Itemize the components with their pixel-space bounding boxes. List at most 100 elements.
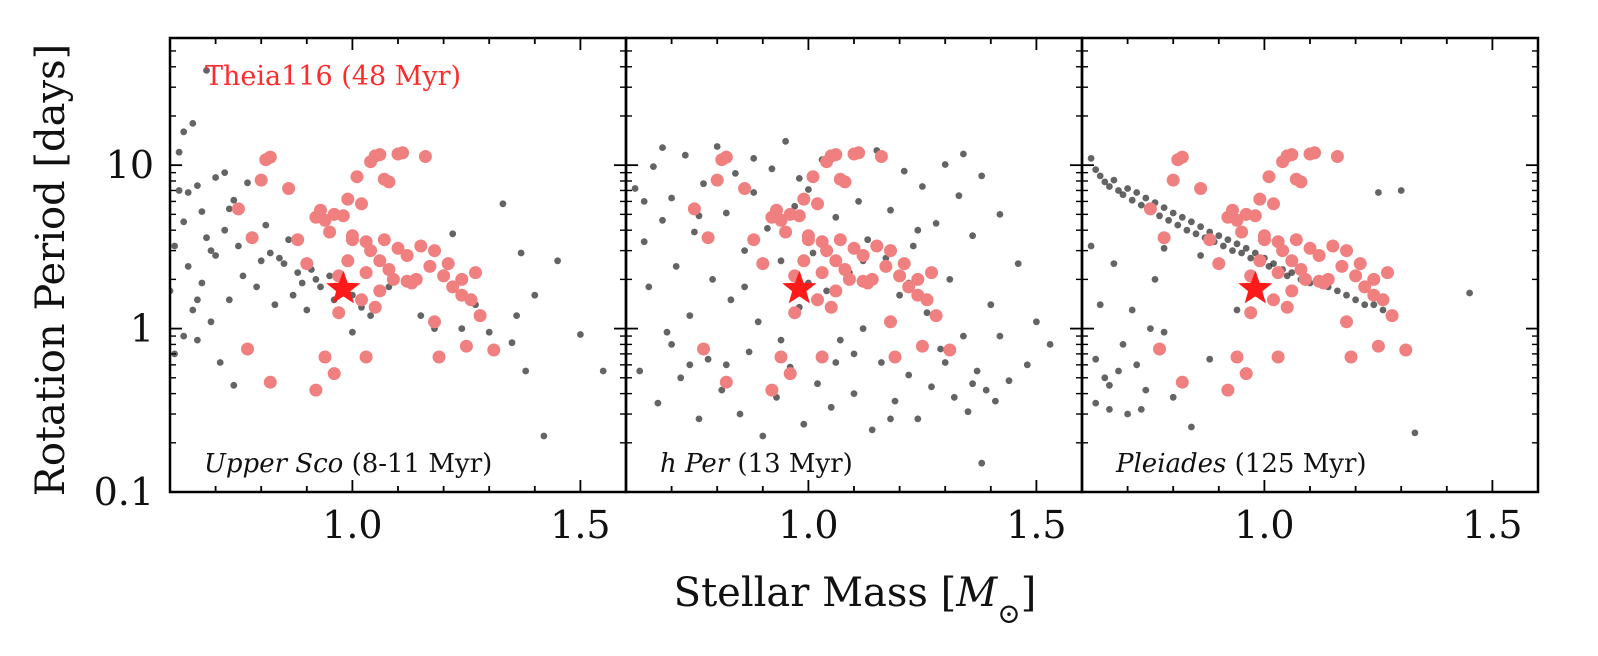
reference-point	[941, 161, 949, 168]
reference-point	[914, 226, 922, 234]
theia-point	[1221, 383, 1235, 397]
theia-point	[920, 293, 934, 307]
reference-point	[1142, 194, 1150, 202]
x-axis-title-symbol: M	[955, 570, 998, 616]
reference-point	[923, 309, 931, 317]
reference-point	[189, 120, 197, 127]
theia-point	[884, 315, 897, 329]
reference-point	[1160, 204, 1168, 212]
theia-point	[350, 170, 364, 184]
reference-point	[937, 345, 944, 353]
theia-point	[327, 367, 341, 381]
theia-point	[1253, 254, 1267, 268]
theia-point	[391, 241, 405, 255]
reference-point	[631, 185, 639, 192]
reference-point	[1046, 341, 1054, 348]
theia-point	[1399, 343, 1413, 357]
theia-point	[888, 350, 902, 364]
reference-point	[741, 247, 748, 255]
panel-frame	[624, 36, 1084, 494]
reference-point	[650, 163, 657, 171]
theia-point	[459, 339, 473, 353]
target-star-marker	[782, 270, 817, 304]
theia-point	[1171, 153, 1185, 167]
reference-point	[271, 301, 279, 309]
reference-point	[887, 415, 894, 423]
reference-point	[1092, 355, 1100, 363]
reference-point	[1370, 301, 1378, 309]
reference-point	[531, 291, 539, 299]
reference-point	[718, 386, 726, 394]
reference-point	[955, 192, 963, 200]
theia-point	[386, 272, 400, 286]
reference-point	[230, 381, 238, 389]
reference-point	[859, 325, 867, 332]
reference-point	[1151, 276, 1159, 283]
panel-label: h Per (13 Myr)	[660, 449, 853, 479]
reference-point	[978, 459, 986, 467]
reference-point	[1124, 410, 1131, 418]
theia-point	[897, 257, 911, 271]
theia-point	[441, 257, 455, 271]
reference-point	[891, 397, 899, 405]
theia-point	[355, 293, 368, 307]
reference-point	[982, 386, 990, 394]
reference-point	[795, 175, 803, 182]
panel-frame	[168, 36, 628, 494]
theia-point	[783, 367, 797, 381]
reference-point	[659, 216, 666, 224]
theia-point	[314, 203, 327, 217]
reference-point	[909, 242, 917, 250]
reference-point	[754, 318, 762, 326]
theia-point	[469, 266, 482, 280]
reference-point	[741, 283, 748, 291]
theia-point	[1157, 231, 1171, 245]
theia-point	[806, 170, 820, 184]
theia-point	[1203, 233, 1217, 247]
reference-point	[1169, 209, 1177, 217]
panel-label: Upper Sco (8-11 Myr)	[204, 449, 492, 479]
reference-point	[1233, 240, 1241, 248]
theia-point	[446, 280, 460, 294]
theia-point	[879, 259, 893, 273]
theia-point	[336, 209, 350, 223]
reference-point	[1375, 189, 1382, 196]
reference-point	[276, 254, 283, 262]
reference-point	[996, 332, 1004, 340]
theia-point	[870, 239, 884, 253]
theia-point	[1385, 309, 1399, 323]
reference-point	[1014, 260, 1022, 267]
theia-legend-label: Theia116 (48 Myr)	[205, 61, 461, 92]
theia-point	[697, 342, 710, 356]
points-layer	[631, 137, 1054, 467]
theia-point	[829, 254, 843, 268]
theia-point	[1308, 146, 1322, 160]
x-tick-label: 1.0	[322, 503, 382, 547]
theia-point	[710, 173, 724, 187]
reference-point	[809, 249, 817, 257]
reference-point	[777, 336, 785, 344]
x-tick-label: 1.0	[1234, 503, 1294, 547]
theia-point	[824, 300, 838, 314]
theia-point	[1294, 175, 1308, 189]
theia-point	[1298, 272, 1312, 286]
theia-point	[1267, 293, 1280, 307]
theia-point	[1235, 225, 1249, 239]
theia-point	[893, 269, 907, 283]
reference-point	[727, 296, 735, 304]
theia-point	[418, 150, 432, 163]
reference-point	[417, 312, 425, 319]
reference-point	[1206, 355, 1214, 363]
reference-point	[677, 374, 685, 382]
reference-point	[194, 296, 201, 304]
reference-point	[1160, 244, 1168, 252]
reference-point	[814, 380, 821, 388]
theia-point	[414, 239, 428, 253]
reference-point	[700, 180, 707, 188]
reference-point	[239, 272, 247, 280]
theia-point	[1330, 150, 1344, 163]
theia-point	[801, 233, 815, 247]
reference-point	[914, 415, 922, 423]
theia-point	[765, 383, 779, 397]
reference-point	[1124, 185, 1131, 192]
